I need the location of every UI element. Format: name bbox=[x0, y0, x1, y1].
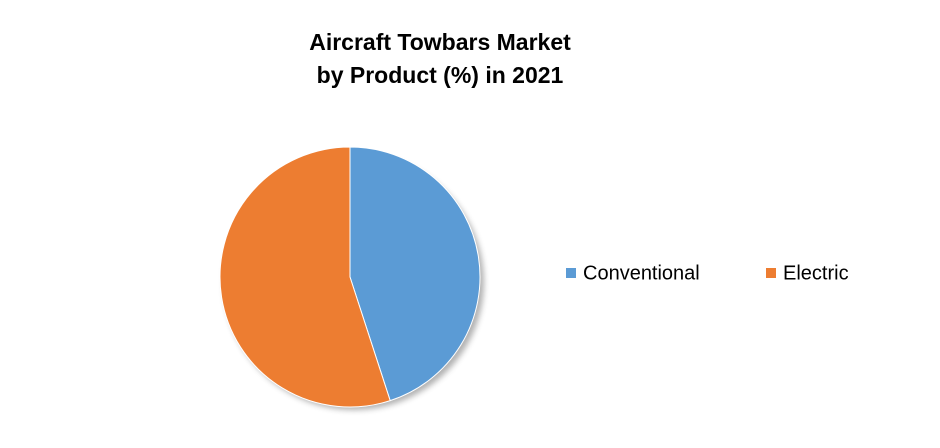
legend-label: Electric bbox=[783, 262, 849, 284]
pie-slice bbox=[349, 146, 481, 402]
pie-slice bbox=[219, 146, 391, 408]
legend-swatch bbox=[566, 268, 576, 278]
chart-title: by Product (%) in 2021 bbox=[317, 62, 564, 88]
chart-title: Aircraft Towbars Market bbox=[309, 29, 571, 55]
legend-swatch bbox=[766, 268, 776, 278]
legend-label: Conventional bbox=[583, 262, 700, 284]
